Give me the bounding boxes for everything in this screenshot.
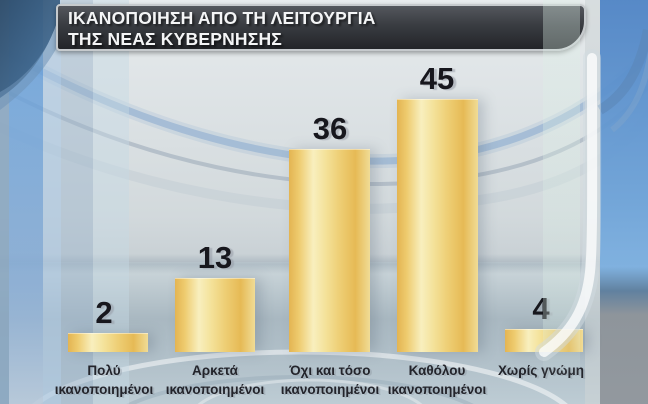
bar-label: Αρκετά ικανοποιημένοι [150, 361, 280, 399]
bar [175, 278, 255, 352]
bar-label-line-1: Χωρίς γνώμη [497, 363, 585, 378]
bar [505, 329, 583, 352]
bar-value: 4 [532, 291, 550, 326]
bar-label-line-2: ικανοποιημένοι [387, 382, 487, 397]
bar [397, 99, 478, 352]
bar-value: 2 [95, 295, 113, 330]
chart-title-bar: ΙΚΑΝΟΠΟΙΗΣΗ ΑΠΟ ΤΗ ΛΕΙΤΟΥΡΓΙΑ ΤΗΣ ΝΕΑΣ Κ… [56, 4, 586, 51]
bar-label-line-2: ικανοποιημένοι [280, 382, 380, 397]
bar-label-line-2: ικανοποιημένοι [54, 382, 154, 397]
bar-label-line-1: Καθόλου [408, 363, 466, 378]
bar-value: 36 [312, 111, 348, 146]
bar-label-line-1: Όχι και τόσο [289, 363, 371, 378]
chart-title-line-1: ΙΚΑΝΟΠΟΙΗΣΗ ΑΠΟ ΤΗ ΛΕΙΤΟΥΡΓΙΑ [68, 8, 376, 28]
bar-label-line-1: Αρκετά [192, 363, 238, 378]
bar-value: 45 [419, 61, 455, 96]
chart-title-line-2: ΤΗΣ ΝΕΑΣ ΚΥΒΕΡΝΗΣΗΣ [68, 29, 283, 49]
bar-label-line-2: ικανοποιημένοι [165, 382, 265, 397]
bar-label: Χωρίς γνώμη [476, 361, 606, 380]
bar-value: 13 [197, 240, 233, 275]
bar [289, 149, 370, 352]
bar-label-line-1: Πολύ [87, 363, 121, 378]
bar [68, 333, 148, 352]
